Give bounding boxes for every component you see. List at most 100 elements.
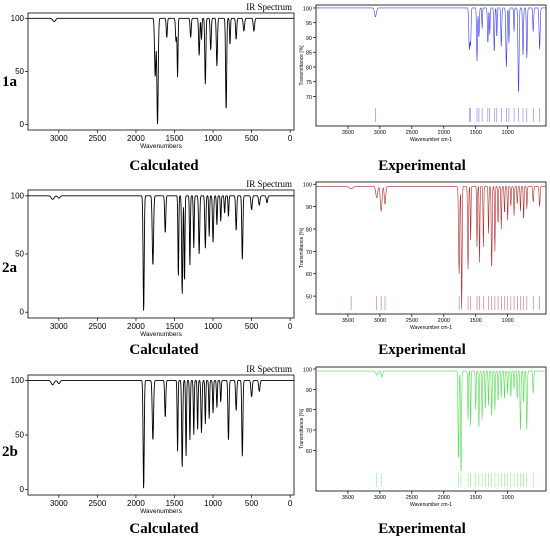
x-tick-label: 3500 [342,318,354,324]
x-tick-label: 1500 [470,130,482,136]
y-tick-label: 80 [306,227,312,233]
chart-2b-calculated: IR Spectrum 3000 2500 2000 1500 1000 500 0 0 50 10… [11,364,295,515]
y-tick-label: 0 [20,485,25,494]
plot-frame [27,12,295,131]
plot-frame [27,374,295,496]
x-tick-label: 1500 [166,499,184,508]
x-tick-label: 2000 [438,318,450,324]
y-tick-label: 100 [11,14,25,23]
x-tick-label: 1500 [166,134,184,143]
x-tick-label: 1000 [204,322,222,331]
y-tick-label: 80 [306,65,312,71]
x-tick-label: 3000 [374,495,386,501]
y-axis-label: Transmittance [%] [299,227,305,268]
x-tick-label: 3000 [374,318,386,324]
x-tick-label: 2000 [127,499,145,508]
caption-calculated-1a: Calculated [129,158,199,174]
x-tick-label: 3000 [374,130,386,136]
chart-title: IR Spectrum [246,2,292,12]
plot-frame [315,4,547,127]
y-tick-label: 75 [306,80,312,86]
caption-experimental-1a: Experimental [378,158,466,174]
x-tick-label: 2500 [88,134,106,143]
y-tick-label: 70 [306,95,312,101]
spectrum-trace [28,379,294,489]
x-tick-label: 1000 [502,495,514,501]
y-tick-label: 60 [306,449,312,455]
y-tick-label: 50 [15,67,24,76]
chart-2a-experimental: 3500 3000 2500 2000 1500 1000 50 60 70 80 90 100 Wav… [299,181,547,331]
row-label-2a: 2a [2,260,17,276]
y-tick-label: 95 [306,21,312,27]
caption-calculated-2b: Calculated [129,521,199,537]
x-tick-label: 2500 [88,499,106,508]
x-tick-label: 2000 [127,134,145,143]
row-label-1a: 1a [2,74,17,90]
caption-calculated-2a: Calculated [129,342,199,358]
x-tick-label: 3000 [50,322,68,331]
x-tick-label: 1000 [204,499,222,508]
x-tick-label: 0 [288,134,293,143]
x-tick-label: 2000 [127,322,145,331]
x-axis-label: Wavenumber cm-1 [410,137,452,143]
x-tick-label: 2500 [406,130,418,136]
y-tick-label: 100 [11,191,25,200]
row-label-2b: 2b [2,444,18,460]
x-tick-label: 3500 [342,495,354,501]
y-tick-label: 70 [306,250,312,256]
x-tick-label: 0 [288,322,293,331]
y-tick-label: 100 [303,6,312,12]
y-tick-label: 0 [20,120,25,129]
x-tick-label: 2500 [406,318,418,324]
y-tick-label: 80 [306,408,312,414]
chart-1a-experimental: 3500 3000 2500 2000 1500 1000 70 75 80 85 90 95 100 W… [299,4,547,143]
x-tick-label: 2500 [406,495,418,501]
spectrum-trace [316,185,546,308]
y-tick-label: 90 [306,205,312,211]
y-tick-label: 100 [303,368,312,374]
x-axis-label: Wavenumber cm-1 [410,502,452,508]
y-tick-label: 100 [11,376,25,385]
y-tick-label: 50 [306,295,312,301]
spectrum-trace [28,195,294,311]
y-tick-label: 90 [306,36,312,42]
x-tick-label: 1000 [502,318,514,324]
y-tick-label: 50 [15,431,24,440]
x-tick-label: 0 [288,499,293,508]
x-tick-label: 1000 [204,134,222,143]
chart-2b-experimental: 3500 3000 2500 2000 1500 1000 60 70 80 90 100 Waven… [299,366,547,508]
plot-frame [27,189,295,319]
x-tick-label: 500 [245,499,259,508]
chart-2a-calculated: IR Spectrum 3000 2500 2000 1500 1000 500 0 0 50 10… [11,179,295,338]
x-axis-label: Wavenumbers [140,508,182,515]
x-tick-label: 2500 [88,322,106,331]
chart-title: IR Spectrum [246,364,292,374]
x-tick-label: 1500 [470,318,482,324]
y-tick-label: 90 [306,388,312,394]
x-tick-label: 1500 [166,322,184,331]
y-tick-label: 70 [306,429,312,435]
x-tick-label: 500 [245,322,259,331]
chart-1a-calculated: IR Spectrum 3000 2500 2000 1500 1000 500 0 0 50 10… [11,2,295,150]
x-axis-label: Wavenumbers [140,143,182,150]
x-tick-label: 2000 [438,130,450,136]
spectrum-trace [316,370,546,471]
y-tick-label: 0 [20,308,25,317]
x-tick-label: 1000 [502,130,514,136]
y-axis-label: Transmittance [%] [299,408,305,449]
y-axis-label: Transmittance [%] [299,45,305,86]
y-tick-label: 60 [306,272,312,278]
spectrum-trace [316,7,546,92]
x-axis-label: Wavenumbers [140,331,182,338]
x-tick-label: 3000 [50,499,68,508]
y-tick-label: 100 [303,183,312,189]
x-tick-label: 3500 [342,130,354,136]
x-tick-label: 2000 [438,495,450,501]
x-tick-label: 3000 [50,134,68,143]
caption-experimental-2a: Experimental [378,342,466,358]
caption-experimental-2b: Experimental [378,521,466,537]
chart-title: IR Spectrum [246,179,292,189]
x-tick-label: 1500 [470,495,482,501]
y-tick-label: 50 [15,250,24,259]
spectrum-trace [28,17,294,125]
